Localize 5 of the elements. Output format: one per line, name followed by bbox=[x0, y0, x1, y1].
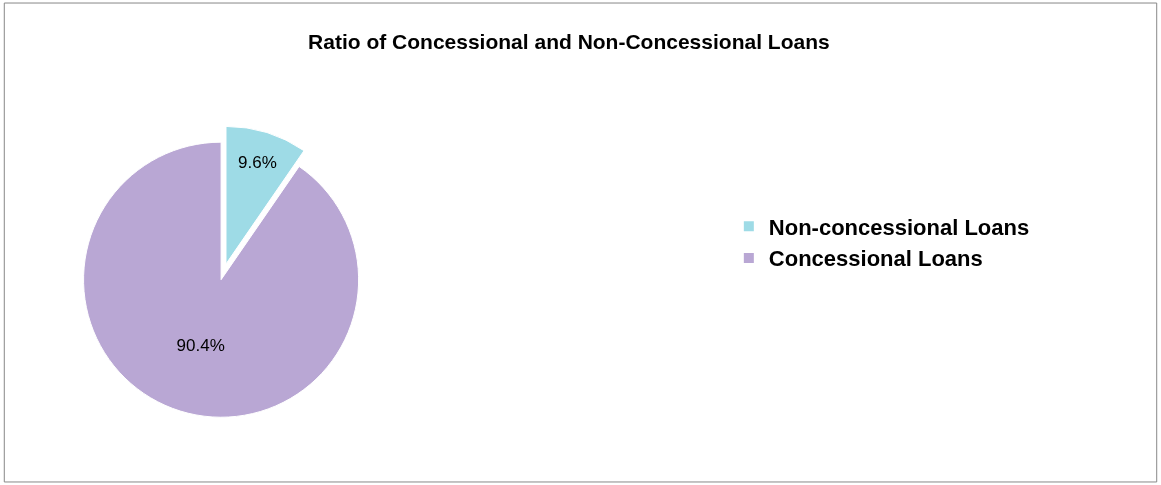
data-label: 9.6% bbox=[238, 153, 277, 173]
legend-label: Concessional Loans bbox=[768, 246, 983, 272]
chart-title: Ratio of Concessional and Non-Concessional Loans bbox=[308, 29, 830, 53]
data-label: 90.4% bbox=[176, 335, 225, 355]
legend-label: Non-concessional Loans bbox=[768, 214, 1030, 240]
